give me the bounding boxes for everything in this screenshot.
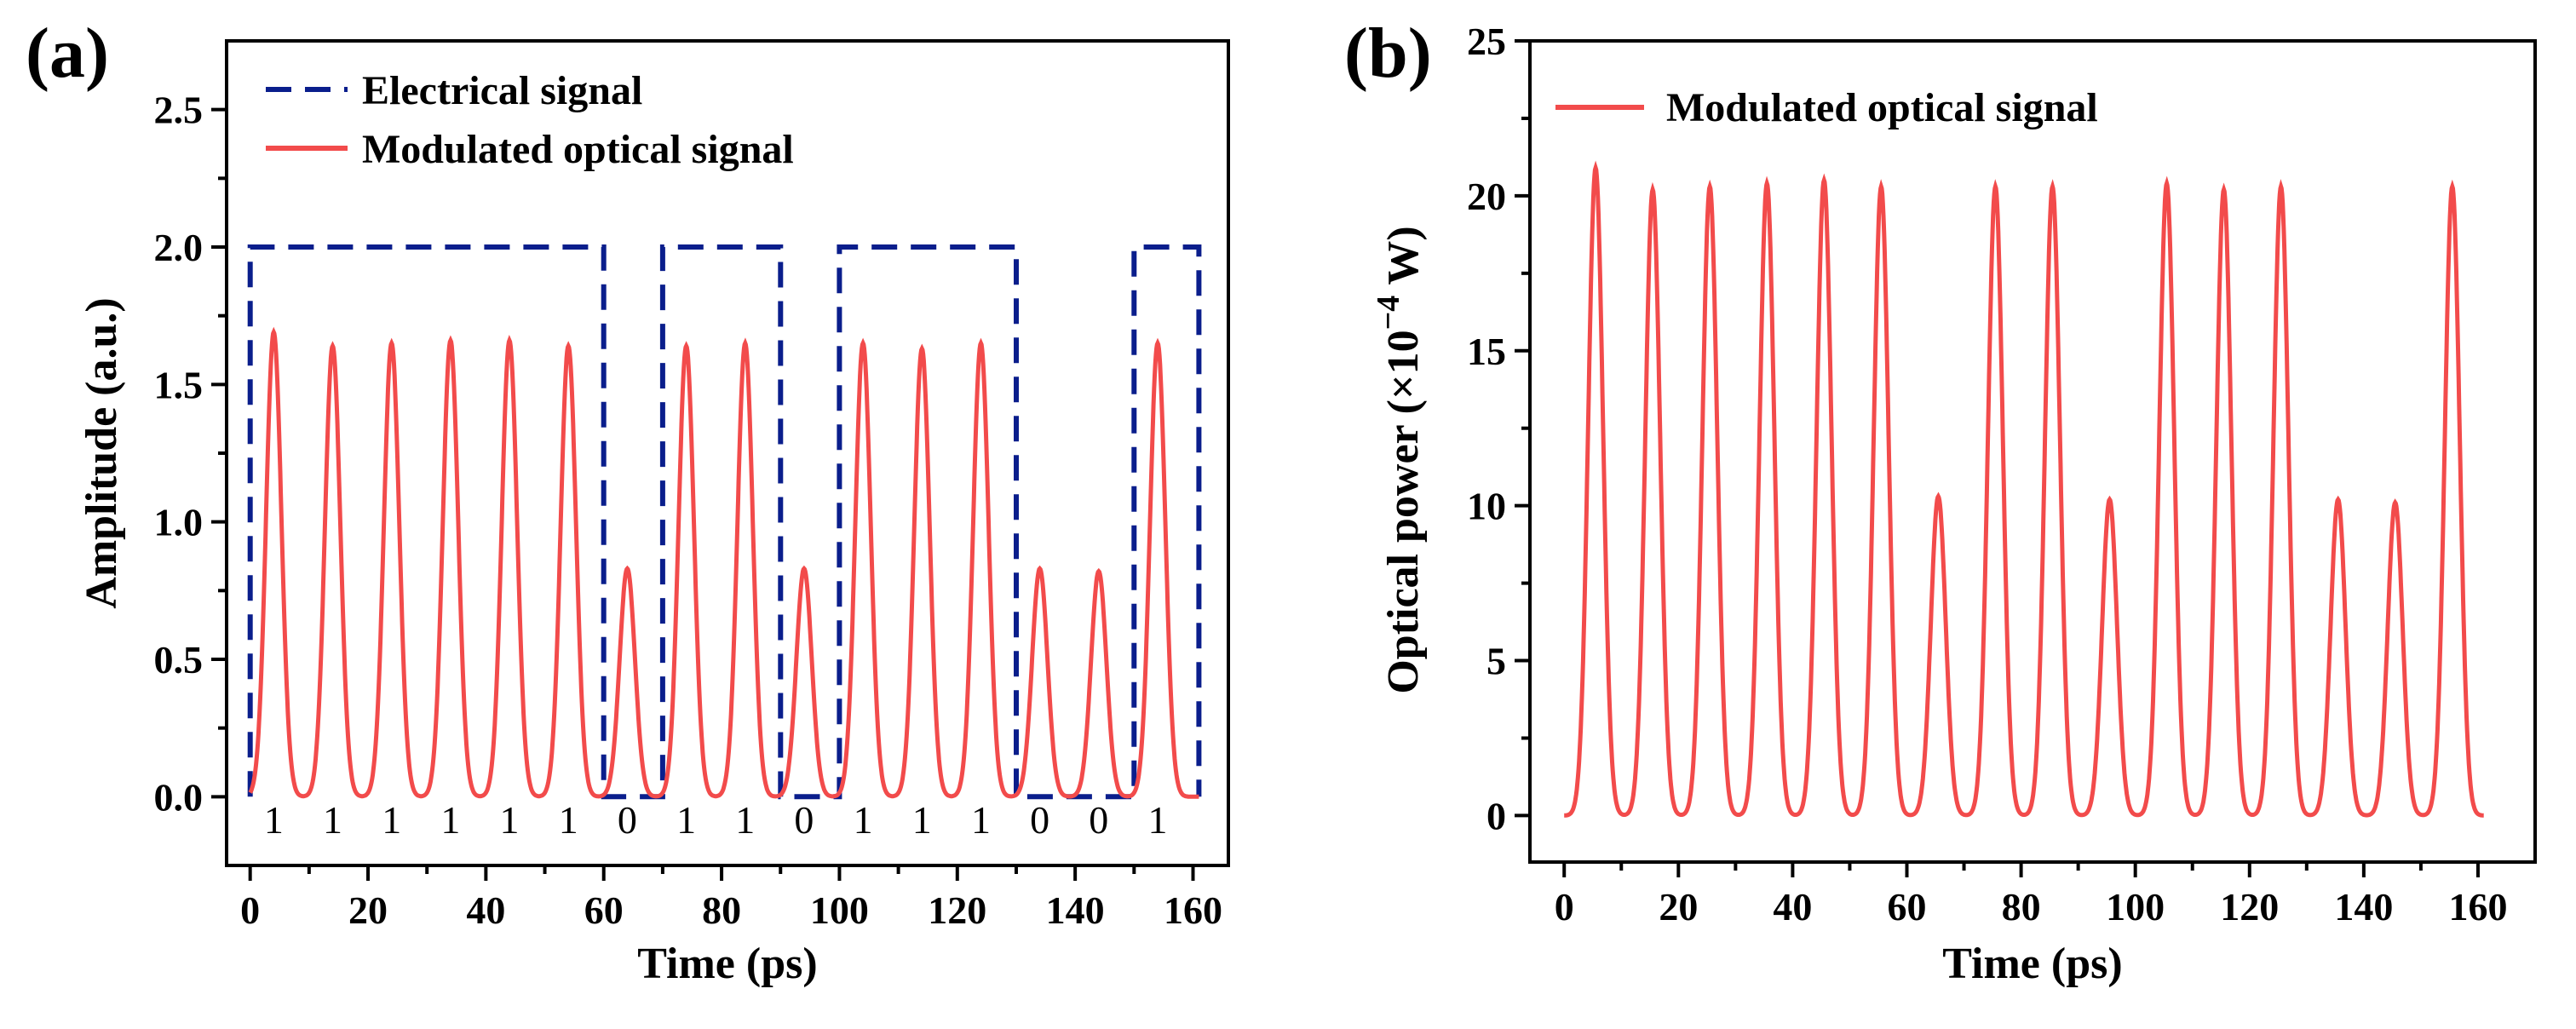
modulated-optical-signal-line-b xyxy=(1564,160,2484,818)
legend-optical-label-a: Modulated optical signal xyxy=(362,127,794,172)
bit-label: 0 xyxy=(1089,798,1108,842)
y-tick-label-b-5: 25 xyxy=(1467,20,1506,63)
electrical-signal-line xyxy=(247,244,1202,800)
bit-label: 1 xyxy=(912,798,932,842)
x-tick-label-a-3: 60 xyxy=(584,888,624,932)
panel-b: (b) 0 20 40 60 80 100 120 140 160 0 5 10 15 20 25 Mod… xyxy=(1344,14,2537,988)
bit-label: 1 xyxy=(676,798,696,842)
bit-label: 1 xyxy=(264,798,284,842)
y-tick-label-b-4: 20 xyxy=(1467,175,1506,218)
x-tick-label-a-8: 160 xyxy=(1164,888,1222,932)
panel-b-y-axis-title: Optical power (×10−4 W) xyxy=(1371,226,1428,693)
bit-label: 1 xyxy=(323,798,342,842)
y-tick-label-a-2: 1.0 xyxy=(154,501,204,544)
panel-a-x-axis-title: Time (ps) xyxy=(637,940,817,988)
bit-label: 1 xyxy=(971,798,991,842)
y-tick-label-a-0: 0.0 xyxy=(154,775,204,819)
x-tick-label-a-5: 100 xyxy=(810,888,869,932)
panel-b-legend: Modulated optical signal xyxy=(1555,85,2098,130)
y-tick-label-a-1: 0.5 xyxy=(154,638,204,681)
bit-label: 1 xyxy=(854,798,873,842)
panel-b-label: (b) xyxy=(1344,14,1432,93)
panel-a: (a) 0 20 40 60 80 100 120 140 160 0.00.51.01.52.… xyxy=(26,14,1230,988)
x-tick-label-a-1: 20 xyxy=(348,888,388,932)
x-tick-label-b-6: 120 xyxy=(2220,885,2279,928)
y-tick-label-b-1: 5 xyxy=(1486,640,1506,683)
bit-label: 1 xyxy=(1147,798,1167,842)
y-tick-label-a-4: 2.0 xyxy=(154,226,204,269)
panel-b-y-axis-title-exponent: −4 xyxy=(1371,296,1406,331)
y-tick-label-b-0: 0 xyxy=(1486,794,1506,837)
legend-optical-label-b: Modulated optical signal xyxy=(1666,85,2098,130)
bit-label: 1 xyxy=(440,798,460,842)
bit-label: 1 xyxy=(559,798,578,842)
panel-b-y-axis-title-main: Optical power (×10 xyxy=(1379,330,1428,693)
panel-a-y-axis-title: Amplitude (a.u.) xyxy=(78,297,126,608)
y-tick-label-a-5: 2.5 xyxy=(154,89,204,132)
modulated-optical-signal-line-a xyxy=(248,326,1199,799)
x-tick-label-a-2: 40 xyxy=(466,888,505,932)
bit-label: 0 xyxy=(1030,798,1049,842)
x-tick-label-b-2: 40 xyxy=(1773,885,1812,928)
y-tick-label-b-3: 15 xyxy=(1467,330,1506,373)
x-tick-label-a-4: 80 xyxy=(702,888,741,932)
x-tick-label-b-8: 160 xyxy=(2448,885,2507,928)
x-tick-label-a-6: 120 xyxy=(928,888,986,932)
bit-label: 0 xyxy=(794,798,814,842)
x-tick-label-a-0: 0 xyxy=(240,888,260,932)
x-tick-label-b-5: 100 xyxy=(2106,885,2165,928)
panel-b-x-axis-title: Time (ps) xyxy=(1942,940,2122,988)
panel-b-y-axis-title-suffix: W) xyxy=(1379,226,1428,295)
y-tick-label-b-2: 10 xyxy=(1467,485,1506,528)
panel-b-plot-frame xyxy=(1528,39,2537,864)
bit-label: 1 xyxy=(735,798,755,842)
bit-label: 0 xyxy=(618,798,637,842)
x-tick-label-a-7: 140 xyxy=(1046,888,1105,932)
x-tick-label-b-7: 140 xyxy=(2334,885,2393,928)
x-tick-label-b-0: 0 xyxy=(1555,885,1574,928)
y-tick-label-a-3: 1.5 xyxy=(154,363,204,406)
x-tick-label-b-3: 60 xyxy=(1888,885,1927,928)
bit-label: 1 xyxy=(382,798,401,842)
x-tick-label-b-4: 80 xyxy=(2002,885,2041,928)
x-tick-label-b-1: 20 xyxy=(1659,885,1698,928)
panel-a-legend: Electrical signal Modulated optical sign… xyxy=(266,68,794,172)
bit-label: 1 xyxy=(500,798,520,842)
legend-electrical-label: Electrical signal xyxy=(362,68,642,113)
panel-a-label: (a) xyxy=(26,14,109,93)
